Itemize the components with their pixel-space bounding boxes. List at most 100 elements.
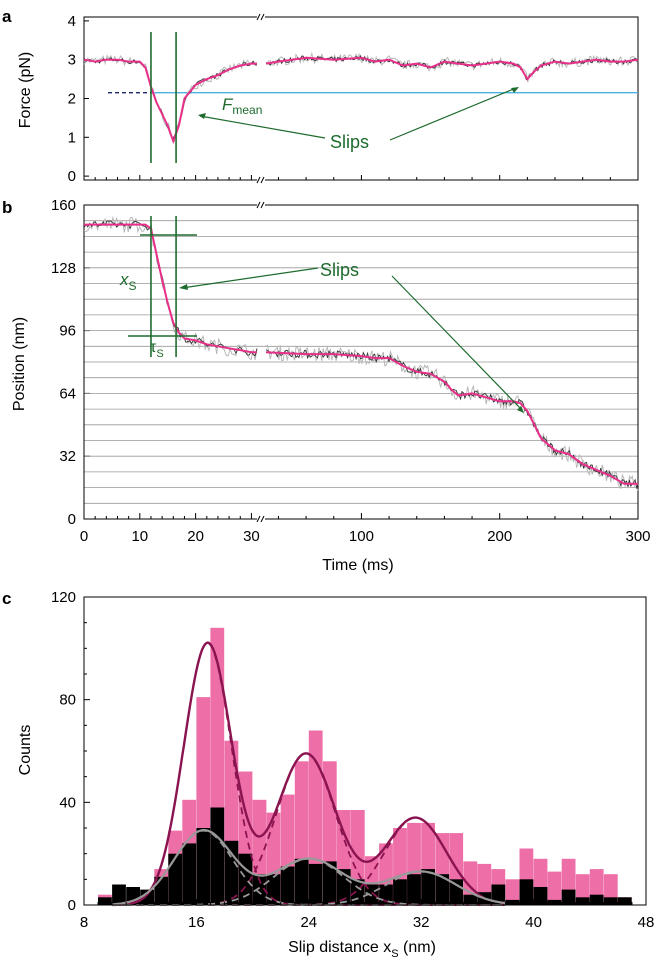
panel-c-ytick-label: 40 — [59, 794, 76, 811]
panel-a-axis-break-mask-0 — [257, 12, 265, 22]
panel-b-ytick-label: 128 — [51, 260, 76, 277]
histogram-bar-subset — [617, 897, 632, 905]
panel-b-letter: b — [2, 198, 12, 217]
panel-b-xtick-label: 100 — [349, 528, 374, 545]
panel-c-ytick-label: 120 — [51, 589, 76, 606]
panel-c-xtick-label: 32 — [413, 914, 430, 931]
histogram-bar-subset — [505, 899, 520, 905]
panel-c-xtick-label: 16 — [188, 914, 205, 931]
panel-b-axis-break-mark-1 — [256, 515, 265, 523]
histogram-bar-subset — [603, 897, 618, 905]
histogram-bar-subset — [126, 887, 140, 905]
panel-a-slip-arrowhead-1 — [511, 87, 519, 93]
histogram-bar-all — [505, 879, 520, 905]
panel-c-xtick-label: 8 — [80, 914, 88, 931]
panel-a-slips-label: Slips — [330, 132, 369, 152]
panel-a-slip-arrowhead-0 — [198, 113, 206, 119]
panel-b-raw-trace-0 — [83, 216, 258, 361]
panel-a-ytick-label: 4 — [68, 13, 76, 30]
histogram-bar-subset — [182, 843, 197, 905]
panel-a-smoothed-trace-0 — [83, 58, 257, 145]
panel-b-xtick-label: 0 — [80, 528, 88, 545]
panel-a-ytick-label: 2 — [68, 91, 76, 108]
panel-b-plot — [83, 200, 639, 524]
panel-c-xlabel: Slip distance xS (nm) — [288, 939, 436, 960]
panel-b-ytick-label: 64 — [59, 385, 76, 402]
panel-c: c Counts 0 40 80 120 8 16 24 32 40 48 Slip distan… — [2, 589, 654, 960]
panel-a: a Force (pN) 0 1 2 3 4 Fmean Slips — [2, 7, 639, 185]
panel-b-slip-arrowhead-0 — [179, 284, 188, 290]
panel-b-ytick-label: 96 — [59, 323, 76, 340]
histogram-bar-subset — [449, 879, 464, 905]
panel-c-xtick-label: 24 — [300, 914, 317, 931]
histogram-bar-subset — [421, 869, 435, 905]
panel-a-smoothed-trace-1 — [265, 56, 639, 81]
panel-c-ytick-label: 0 — [68, 897, 76, 914]
histogram-bar-subset — [589, 894, 604, 905]
panel-b-y-ticks: 0 32 64 96 128 160 — [51, 197, 90, 528]
histogram-bar-subset — [140, 889, 154, 905]
xs-label: xS — [119, 270, 137, 293]
panel-a-slip-arrow-0 — [199, 115, 326, 139]
panel-a-axis-break-mark-0 — [256, 13, 265, 21]
histogram-bar-subset — [336, 869, 351, 905]
panel-c-letter: c — [2, 589, 11, 608]
panel-a-slip-arrow-1 — [389, 87, 517, 141]
panel-b-ytick-label: 32 — [59, 448, 76, 465]
tau-label: τS — [150, 339, 164, 360]
panel-b-x-ticks: 0 10 20 30 100 200 300 — [80, 513, 651, 545]
panel-a-letter: a — [2, 7, 12, 26]
panel-a-plot — [83, 12, 639, 185]
histogram-bar-subset — [393, 879, 407, 905]
histogram-bar-subset — [491, 884, 506, 905]
panel-b-axis-break-mark-0 — [256, 201, 265, 209]
panel-c-xtick-label: 48 — [638, 914, 655, 931]
histogram-bar-subset — [365, 884, 379, 905]
histogram-bar-subset — [112, 884, 126, 905]
panel-b-ylabel: Position (nm) — [11, 317, 28, 411]
histogram-bar-subset — [98, 897, 112, 905]
histogram-bar-all — [547, 871, 562, 905]
panel-b-slip-arrow-0 — [181, 267, 319, 289]
panel-a-ytick-label: 0 — [68, 168, 76, 185]
panel-c-ticks: 0 40 80 120 8 16 24 32 40 48 — [51, 589, 654, 931]
panel-b-ytick-label: 160 — [51, 197, 76, 214]
panel-b-axis-break-mask-0 — [257, 200, 265, 210]
panel-c-xtick-label: 40 — [525, 914, 542, 931]
panel-a-ylabel: Force (pN) — [17, 52, 34, 128]
panel-b-slips-label: Slips — [320, 260, 359, 280]
histogram-bar-subset — [407, 874, 421, 905]
gaussian-fit-3-0 — [112, 829, 506, 906]
panel-b-xtick-label: 300 — [625, 528, 650, 545]
histogram-bar-subset — [435, 874, 450, 905]
histogram-bar-subset — [196, 828, 211, 905]
histogram-bar-subset — [252, 874, 267, 905]
panel-b-xtick-label: 20 — [187, 528, 204, 545]
panel-b-xlabel: Time (ms) — [322, 557, 393, 574]
panel-b-xtick-label: 200 — [487, 528, 512, 545]
panel-c-ylabel: Counts — [17, 725, 34, 776]
panel-b: b Position (nm) 0 32 64 96 128 160 0 10 20 30 100… — [2, 197, 651, 574]
panel-a-axis-break-mark-1 — [256, 176, 265, 184]
histogram-bar-subset — [280, 866, 295, 905]
panel-b-slip-arrowhead-1 — [517, 406, 524, 413]
histogram-bar-subset — [210, 807, 225, 905]
histogram-bar-subset — [294, 858, 309, 905]
histogram-bar-subset — [561, 889, 576, 905]
histogram-bar-subset — [533, 887, 548, 905]
f-mean-label: Fmean — [222, 95, 262, 117]
panel-b-xtick-label: 10 — [131, 528, 148, 545]
histogram-bar-subset — [168, 853, 183, 905]
histogram-bar-subset — [547, 899, 562, 905]
panel-a-frame — [83, 16, 639, 181]
panel-b-smoothed-trace-1 — [265, 351, 638, 485]
panel-b-xtick-label: 30 — [243, 528, 260, 545]
panel-a-axis-break-mask-1 — [257, 175, 265, 185]
panel-a-ytick-label: 1 — [68, 129, 76, 146]
panel-b-filtered-trace-1 — [265, 349, 639, 489]
panel-a-y-ticks: 0 1 2 3 4 — [68, 13, 89, 185]
histogram-bar-subset — [308, 863, 323, 905]
panel-b-smoothed-trace-0 — [84, 223, 257, 354]
histogram-bar-subset — [322, 861, 337, 905]
